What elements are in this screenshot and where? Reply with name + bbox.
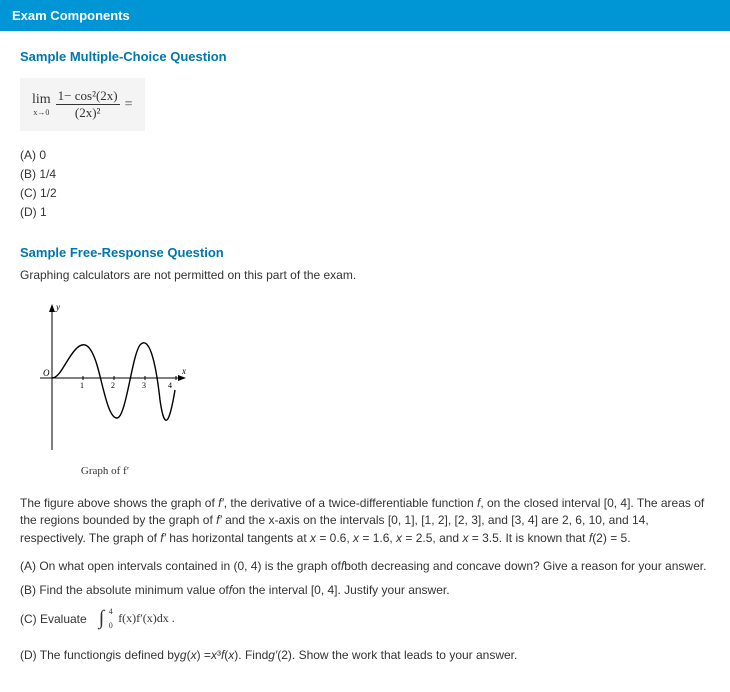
fraction-numerator: 1− cos²(2x): [56, 88, 120, 104]
graph-container: y x O 1 2 3 4 Graph of f′: [20, 294, 190, 483]
derivative-graph: y x O 1 2 3 4: [20, 300, 190, 460]
frq-intro: Graphing calculators are not permitted o…: [20, 268, 710, 282]
mc-option-a: (A) 0: [20, 148, 710, 162]
mc-options: (A) 0 (B) 1/4 (C) 1/2 (D) 1: [20, 148, 710, 219]
y-axis-label: y: [55, 302, 60, 312]
limit-symbol: lim: [32, 92, 51, 108]
integral-lower: 0: [109, 621, 113, 630]
limit-notation: lim x→0: [32, 92, 51, 117]
limit-approach: x→0: [33, 108, 49, 117]
tick-3: 3: [142, 381, 146, 390]
tick-2: 2: [111, 381, 115, 390]
mc-option-b: (B) 1/4: [20, 167, 710, 181]
mc-math-expression: lim x→0 1− cos²(2x) (2x)² =: [20, 78, 145, 131]
frq-part-c: (C) Evaluate ∫ 4 0 f(x)f′(x)dx .: [20, 607, 710, 630]
frq-part-d: (D) The function g is defined by g(x) = …: [20, 648, 710, 662]
tick-1: 1: [80, 381, 84, 390]
content-area: Sample Multiple-Choice Question lim x→0 …: [0, 31, 730, 692]
frq-body-text: The figure above shows the graph of f′, …: [20, 495, 710, 547]
part-c-label: (C) Evaluate: [20, 612, 87, 626]
equals-sign: =: [125, 97, 133, 113]
page-header: Exam Components: [0, 0, 730, 31]
fraction-denominator: (2x)²: [73, 105, 103, 121]
mc-option-d: (D) 1: [20, 205, 710, 219]
page-title: Exam Components: [12, 8, 130, 23]
graph-caption: Graph of f′: [20, 465, 190, 477]
integral-symbol: ∫ 4 0: [99, 607, 104, 630]
origin-label: O: [43, 368, 50, 378]
fraction: 1− cos²(2x) (2x)²: [56, 88, 120, 121]
frq-section-title: Sample Free-Response Question: [20, 245, 710, 260]
mc-option-c: (C) 1/2: [20, 186, 710, 200]
integrand: f(x)f′(x)dx .: [118, 611, 175, 626]
frq-part-b: (B) Find the absolute minimum value of f…: [20, 583, 710, 597]
mc-section-title: Sample Multiple-Choice Question: [20, 49, 710, 64]
frq-part-a: (A) On what open intervals contained in …: [20, 559, 710, 573]
x-axis-label: x: [181, 366, 186, 376]
tick-4: 4: [168, 381, 172, 390]
integral-expression: ∫ 4 0 f(x)f′(x)dx .: [99, 607, 175, 630]
